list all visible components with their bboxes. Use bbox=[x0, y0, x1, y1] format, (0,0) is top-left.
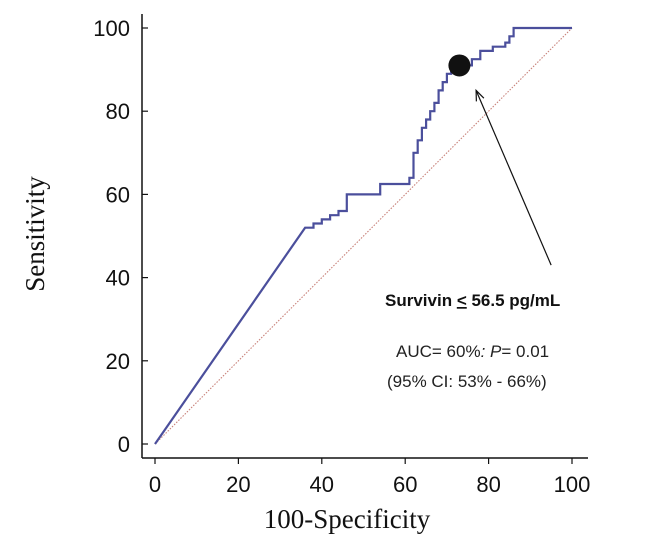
annotation-arrow bbox=[475, 90, 552, 266]
annotation-label-leq: < bbox=[457, 291, 467, 310]
annotation-auc-sep: : bbox=[481, 342, 490, 361]
annotation-auc: AUC= 60%: P= 0.01 bbox=[396, 342, 549, 361]
y-tick-label: 0 bbox=[118, 432, 130, 457]
y-axis-title: Sensitivity bbox=[20, 176, 50, 292]
series-layer bbox=[154, 26, 573, 445]
reference-diagonal-line bbox=[154, 27, 573, 445]
x-tick-label: 20 bbox=[226, 472, 250, 497]
annotation-layer: Survivin < 56.5 pg/mL AUC= 60%: P= 0.01 … bbox=[385, 54, 560, 391]
y-tick-label: 60 bbox=[106, 182, 130, 207]
x-tick-label: 100 bbox=[554, 472, 591, 497]
y-tick-label: 100 bbox=[93, 16, 130, 41]
x-tick-label: 40 bbox=[310, 472, 334, 497]
annotation-arrowhead bbox=[475, 88, 485, 102]
annotation-p-value: = 0.01 bbox=[501, 342, 549, 361]
y-tick-label: 80 bbox=[106, 99, 130, 124]
x-axis-title: 100-Specificity bbox=[264, 504, 431, 534]
x-axis-ticks: 0 20 40 60 80 100 bbox=[149, 458, 590, 497]
y-tick-label: 20 bbox=[106, 349, 130, 374]
annotation-label-prefix: Survivin bbox=[385, 291, 457, 310]
annotation-p-letter: P bbox=[490, 342, 502, 361]
annotation-label: Survivin < 56.5 pg/mL bbox=[385, 291, 560, 310]
x-tick-label: 60 bbox=[393, 472, 417, 497]
annotation-auc-value: AUC= 60% bbox=[396, 342, 481, 361]
x-tick-label: 0 bbox=[149, 472, 161, 497]
roc-curve-line bbox=[154, 26, 572, 445]
y-axis-ticks: 0 20 40 60 80 100 bbox=[93, 16, 148, 457]
annotation-ci: (95% CI: 53% - 66%) bbox=[387, 372, 547, 391]
y-tick-label: 40 bbox=[106, 266, 130, 291]
cutoff-point-marker bbox=[448, 54, 471, 77]
x-tick-label: 80 bbox=[476, 472, 500, 497]
annotation-label-suffix: 56.5 pg/mL bbox=[467, 291, 561, 310]
